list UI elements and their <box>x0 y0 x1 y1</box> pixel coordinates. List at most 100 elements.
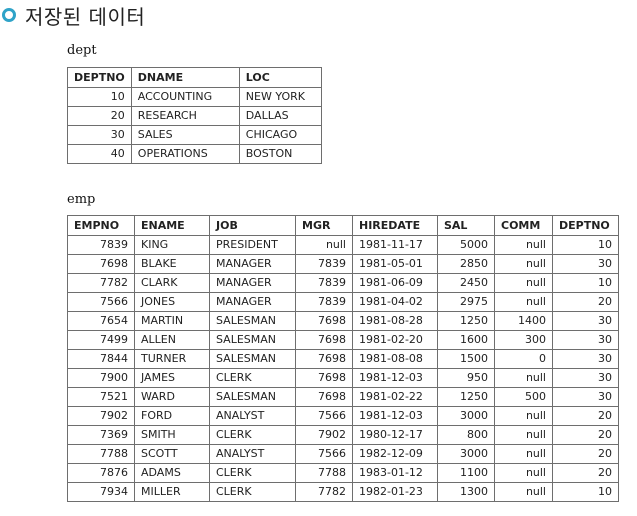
emp-cell-sal: 2450 <box>437 273 495 293</box>
emp-column-header: EMPNO <box>67 215 135 236</box>
emp-cell-mgr: 7782 <box>295 482 353 502</box>
dept-table: DEPTNO DNAME LOC 10 ACCOUNTING NEW YORK 20 RES… <box>67 67 322 164</box>
dept-column-header: DEPTNO <box>67 67 132 88</box>
emp-cell-ename: WARD <box>134 387 210 407</box>
emp-table-row: 7902 FORD ANALYST 7566 1981-12-03 3000 null 20 <box>67 406 619 426</box>
dept-cell-dname: ACCOUNTING <box>130 87 240 107</box>
emp-cell-job: ANALYST <box>209 444 296 464</box>
emp-cell-hiredate: 1981-11-17 <box>352 235 438 255</box>
emp-cell-hiredate: 1981-06-09 <box>352 273 438 293</box>
emp-table-caption: emp <box>67 192 96 207</box>
emp-cell-hiredate: 1981-12-03 <box>352 406 438 426</box>
emp-cell-ename: JONES <box>134 292 210 312</box>
emp-cell-comm: null <box>494 273 553 293</box>
emp-column-header: COMM <box>494 215 553 236</box>
emp-column-header: JOB <box>209 215 296 236</box>
emp-cell-comm: 300 <box>494 330 553 350</box>
emp-cell-comm: 500 <box>494 387 553 407</box>
emp-cell-hiredate: 1981-08-28 <box>352 311 438 331</box>
emp-cell-job: PRESIDENT <box>209 235 296 255</box>
emp-cell-deptno: 10 <box>552 235 619 255</box>
emp-cell-deptno: 30 <box>552 349 619 369</box>
emp-cell-mgr: 7698 <box>295 311 353 331</box>
dept-cell-loc: BOSTON <box>238 144 322 164</box>
emp-cell-hiredate: 1981-02-20 <box>352 330 438 350</box>
emp-table-row: 7566 JONES MANAGER 7839 1981-04-02 2975 null 20 <box>67 292 619 312</box>
emp-cell-ename: TURNER <box>134 349 210 369</box>
emp-cell-ename: JAMES <box>134 368 210 388</box>
emp-cell-hiredate: 1981-02-22 <box>352 387 438 407</box>
emp-cell-mgr: 7839 <box>295 273 353 293</box>
emp-cell-sal: 1250 <box>437 311 495 331</box>
emp-cell-ename: SMITH <box>134 425 210 445</box>
emp-cell-empno: 7499 <box>67 330 135 350</box>
emp-cell-deptno: 20 <box>552 406 619 426</box>
emp-cell-comm: null <box>494 444 553 464</box>
emp-cell-hiredate: 1981-08-08 <box>352 349 438 369</box>
emp-cell-ename: MARTIN <box>134 311 210 331</box>
emp-cell-job: CLERK <box>209 463 296 483</box>
emp-cell-sal: 1600 <box>437 330 495 350</box>
emp-cell-ename: KING <box>134 235 210 255</box>
emp-cell-comm: null <box>494 406 553 426</box>
emp-column-header: SAL <box>437 215 495 236</box>
emp-cell-empno: 7839 <box>67 235 135 255</box>
emp-column-header: DEPTNO <box>552 215 619 236</box>
emp-cell-sal: 1300 <box>437 482 495 502</box>
emp-cell-hiredate: 1980-12-17 <box>352 425 438 445</box>
emp-table-row: 7934 MILLER CLERK 7782 1982-01-23 1300 null 10 <box>67 482 619 502</box>
emp-cell-ename: FORD <box>134 406 210 426</box>
emp-cell-comm: 1400 <box>494 311 553 331</box>
emp-cell-deptno: 10 <box>552 482 619 502</box>
emp-cell-comm: null <box>494 235 553 255</box>
emp-cell-sal: 5000 <box>437 235 495 255</box>
emp-cell-sal: 2975 <box>437 292 495 312</box>
emp-cell-job: SALESMAN <box>209 349 296 369</box>
emp-cell-deptno: 30 <box>552 311 619 331</box>
emp-cell-comm: null <box>494 292 553 312</box>
circle-bullet-icon <box>2 8 16 22</box>
dept-cell-deptno: 30 <box>67 125 132 145</box>
dept-cell-deptno: 40 <box>67 144 132 164</box>
emp-cell-empno: 7782 <box>67 273 135 293</box>
dept-cell-loc: CHICAGO <box>238 125 322 145</box>
emp-cell-mgr: 7902 <box>295 425 353 445</box>
emp-cell-job: MANAGER <box>209 254 296 274</box>
emp-cell-ename: CLARK <box>134 273 210 293</box>
emp-cell-ename: SCOTT <box>134 444 210 464</box>
emp-table: EMPNO ENAME JOB MGR HIREDATE SAL COMM DEPTNO 78… <box>67 215 619 502</box>
emp-cell-hiredate: 1982-01-23 <box>352 482 438 502</box>
emp-cell-job: SALESMAN <box>209 311 296 331</box>
emp-cell-mgr: 7698 <box>295 368 353 388</box>
emp-table-row: 7844 TURNER SALESMAN 7698 1981-08-08 1500 0 30 <box>67 349 619 369</box>
emp-cell-mgr: 7698 <box>295 349 353 369</box>
emp-cell-empno: 7900 <box>67 368 135 388</box>
emp-cell-deptno: 20 <box>552 292 619 312</box>
emp-cell-comm: null <box>494 482 553 502</box>
emp-table-row: 7654 MARTIN SALESMAN 7698 1981-08-28 1250 1400… <box>67 311 619 331</box>
page-heading: 저장된 데이터 <box>2 2 145 29</box>
emp-cell-empno: 7369 <box>67 425 135 445</box>
dept-cell-deptno: 20 <box>67 106 132 126</box>
dept-cell-dname: SALES <box>130 125 240 145</box>
emp-cell-mgr: 7698 <box>295 387 353 407</box>
emp-cell-deptno: 20 <box>552 444 619 464</box>
emp-cell-ename: MILLER <box>134 482 210 502</box>
emp-cell-comm: null <box>494 368 553 388</box>
emp-table-row: 7788 SCOTT ANALYST 7566 1982-12-09 3000 null 20 <box>67 444 619 464</box>
emp-cell-deptno: 20 <box>552 463 619 483</box>
emp-column-header: ENAME <box>134 215 210 236</box>
emp-table-row: 7499 ALLEN SALESMAN 7698 1981-02-20 1600 300 30 <box>67 330 619 350</box>
emp-cell-empno: 7521 <box>67 387 135 407</box>
emp-cell-hiredate: 1982-12-09 <box>352 444 438 464</box>
emp-cell-empno: 7566 <box>67 292 135 312</box>
emp-cell-job: SALESMAN <box>209 387 296 407</box>
emp-cell-sal: 950 <box>437 368 495 388</box>
emp-cell-comm: null <box>494 254 553 274</box>
dept-table-row: 40 OPERATIONS BOSTON <box>67 144 322 164</box>
emp-cell-ename: ALLEN <box>134 330 210 350</box>
emp-cell-empno: 7654 <box>67 311 135 331</box>
dept-header-row: DEPTNO DNAME LOC <box>67 67 322 88</box>
dept-table-row: 20 RESEARCH DALLAS <box>67 106 322 126</box>
emp-cell-job: CLERK <box>209 425 296 445</box>
